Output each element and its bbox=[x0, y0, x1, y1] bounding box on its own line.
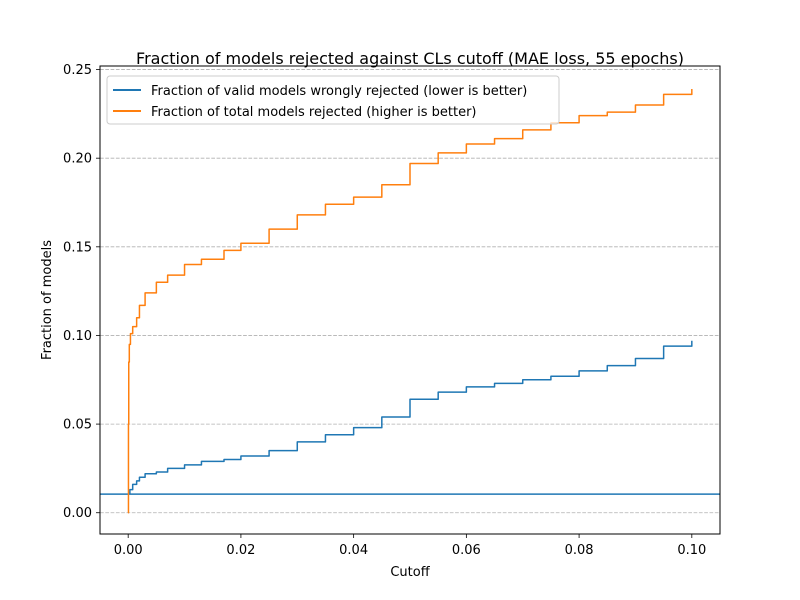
y-axis-label: Fraction of models bbox=[40, 240, 55, 360]
legend-label-valid-models: Fraction of valid models wrongly rejecte… bbox=[151, 84, 527, 99]
x-tick-label: 0.10 bbox=[677, 543, 706, 558]
gridlines bbox=[100, 69, 720, 514]
y-tick-label: 0.05 bbox=[63, 418, 92, 433]
y-tick-label: 0.25 bbox=[63, 63, 92, 78]
y-tick-label: 0.10 bbox=[63, 329, 92, 344]
legend-box bbox=[106, 75, 560, 125]
x-axis-ticks: 0.00 0.02 0.04 0.06 0.08 0.10 bbox=[114, 534, 706, 558]
x-tick-label: 0.04 bbox=[339, 543, 368, 558]
y-tick-label: 0.20 bbox=[63, 152, 92, 167]
x-tick-label: 0.00 bbox=[114, 543, 143, 558]
x-tick-label: 0.08 bbox=[565, 543, 594, 558]
x-tick-label: 0.02 bbox=[226, 543, 255, 558]
y-tick-label: 0.00 bbox=[63, 506, 92, 521]
plot-frame bbox=[99, 65, 721, 535]
y-axis-ticks: 0.00 0.05 0.10 0.15 0.20 0.25 bbox=[63, 63, 100, 521]
x-tick-label: 0.06 bbox=[452, 543, 481, 558]
x-axis-label: Cutoff bbox=[390, 565, 430, 580]
series-line-0 bbox=[128, 340, 693, 494]
legend-label-total-models: Fraction of total models rejected (highe… bbox=[151, 105, 477, 120]
legend: Fraction of valid models wrongly rejecte… bbox=[106, 75, 560, 125]
chart-title: Fraction of models rejected against CLs … bbox=[136, 49, 684, 68]
y-tick-label: 0.15 bbox=[63, 240, 92, 255]
